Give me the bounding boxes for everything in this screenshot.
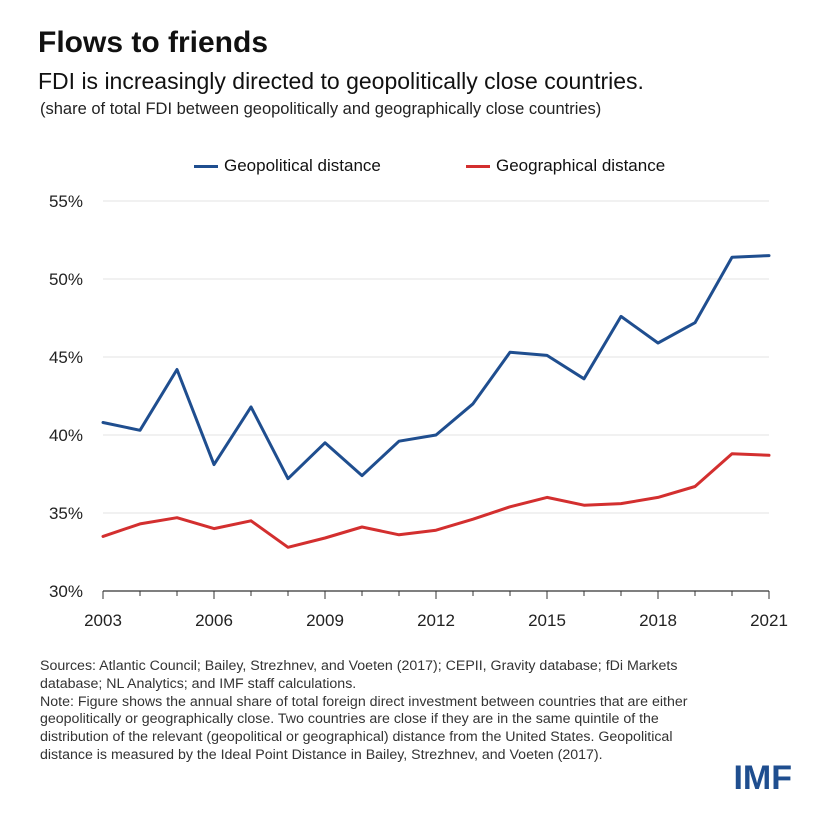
series-line-geopolitical [101, 254, 771, 481]
x-tick-label: 2021 [750, 611, 788, 630]
x-tick-label: 2015 [528, 611, 566, 630]
y-tick-label: 40% [49, 426, 83, 445]
legend-label-geopolitical: Geopolitical distance [224, 156, 381, 175]
chart-subtitle: FDI is increasingly directed to geopolit… [38, 68, 644, 94]
x-tick-label: 2018 [639, 611, 677, 630]
sources-text: Sources: Atlantic Council; Bailey, Strez… [40, 658, 678, 692]
chart-footer: Sources: Atlantic Council; Bailey, Strez… [40, 658, 720, 765]
y-tick-label: 45% [49, 348, 83, 367]
chart-legend: Geopolitical distance Geographical dista… [0, 156, 830, 176]
x-tick-label: 2003 [84, 611, 122, 630]
series-line-geographical [101, 452, 771, 549]
y-tick-label: 35% [49, 504, 83, 523]
legend-swatch-geographical [466, 164, 490, 168]
legend-item-geographical: Geographical distance [466, 156, 665, 176]
y-tick-label: 55% [49, 192, 83, 211]
imf-logo: IMF [733, 759, 792, 797]
x-tick-label: 2012 [417, 611, 455, 630]
x-tick-label: 2009 [306, 611, 344, 630]
legend-label-geographical: Geographical distance [496, 156, 666, 175]
y-tick-label: 50% [49, 270, 83, 289]
y-tick-label: 30% [49, 582, 83, 601]
chart-title: Flows to friends [38, 26, 269, 59]
chart-units-note: (share of total FDI between geopolitical… [40, 100, 602, 118]
legend-item-geopolitical: Geopolitical distance [194, 156, 381, 176]
note-text: Note: Figure shows the annual share of t… [40, 693, 688, 763]
line-chart: 30% 35% 40% 45% 50% 55% 2003 2006 2009 2012 2015 20… [49, 192, 788, 630]
legend-swatch-geopolitical [194, 164, 218, 168]
x-tick-label: 2006 [195, 611, 233, 630]
